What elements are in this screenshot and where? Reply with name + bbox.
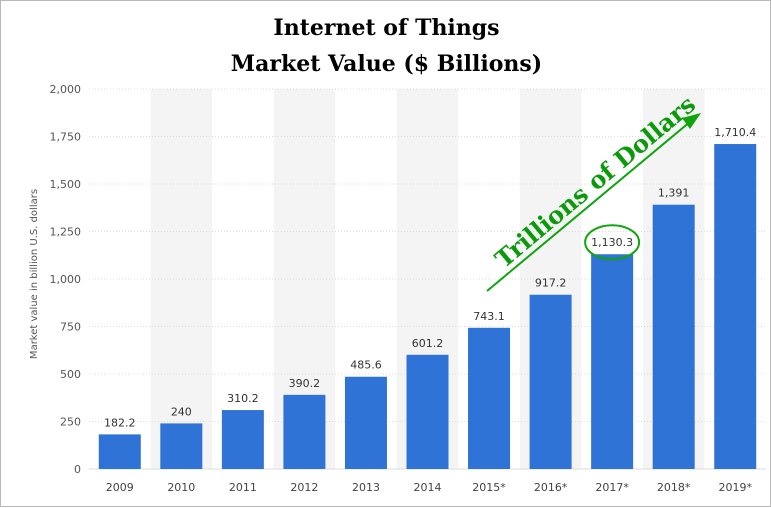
- bar: [591, 254, 634, 469]
- x-tick-label: 2017*: [595, 481, 629, 494]
- x-tick-label: 2012: [290, 481, 318, 494]
- highlight-ellipse: [584, 224, 641, 261]
- data-label: 310.2: [227, 392, 259, 405]
- data-label: 917.2: [535, 277, 567, 290]
- chart-title-line-2: Market Value ($ Billions): [230, 51, 543, 77]
- bar: [283, 394, 326, 469]
- y-tick-label: 0: [74, 463, 81, 476]
- y-tick-label: 1,750: [50, 131, 82, 144]
- bar: [160, 423, 203, 469]
- x-tick-label: 2013: [352, 481, 380, 494]
- x-tick-label: 2018*: [657, 481, 691, 494]
- bar: [468, 327, 511, 469]
- chart-title-line-1: Internet of Things: [273, 15, 500, 41]
- y-tick-label: 250: [60, 416, 81, 429]
- y-tick-label: 1,250: [50, 226, 82, 239]
- data-label: 390.2: [289, 377, 321, 390]
- data-label: 485.6: [350, 359, 382, 372]
- bar: [98, 434, 141, 469]
- y-tick-label: 750: [60, 321, 81, 334]
- x-tick-label: 2010: [167, 481, 195, 494]
- bar: [406, 354, 449, 469]
- background-band: [150, 89, 213, 469]
- x-tick-label: 2015*: [472, 481, 506, 494]
- y-axis-ticks: 0 250 500 750 1,000 1,250 1,500 1,750 2,000: [50, 83, 82, 476]
- y-tick-label: 1,000: [50, 273, 82, 286]
- data-label: 182.2: [104, 416, 136, 429]
- data-label: 743.1: [473, 310, 505, 323]
- x-tick-label: 2009: [106, 481, 134, 494]
- data-label: 1,710.4: [714, 126, 756, 139]
- trend-arrow-line: [486, 120, 692, 292]
- bar: [714, 144, 757, 470]
- bar: [344, 376, 387, 469]
- bar: [652, 204, 695, 469]
- data-labels: 182.2 240 310.2 390.2 485.6 601.2 743.1 917.2 1,…: [104, 126, 756, 429]
- y-tick-label: 500: [60, 368, 81, 381]
- data-label: 240: [171, 405, 192, 418]
- bar: [221, 410, 264, 469]
- data-label: 1,130.3: [591, 236, 633, 249]
- data-label: 1,391: [658, 187, 690, 200]
- x-tick-label: 2019*: [718, 481, 752, 494]
- y-tick-label: 1,500: [50, 178, 82, 191]
- x-tick-label: 2016*: [534, 481, 568, 494]
- trend-arrow-head: [682, 113, 701, 129]
- x-tick-label: 2011: [229, 481, 257, 494]
- bars: [98, 144, 757, 470]
- y-tick-label: 2,000: [50, 83, 82, 96]
- bar: [529, 294, 572, 469]
- x-tick-label: 2014: [414, 481, 442, 494]
- data-label: 601.2: [412, 337, 444, 350]
- x-axis-ticks: 2009 2010 2011 2012 2013 2014 2015* 2016* 2017* 2…: [106, 481, 753, 494]
